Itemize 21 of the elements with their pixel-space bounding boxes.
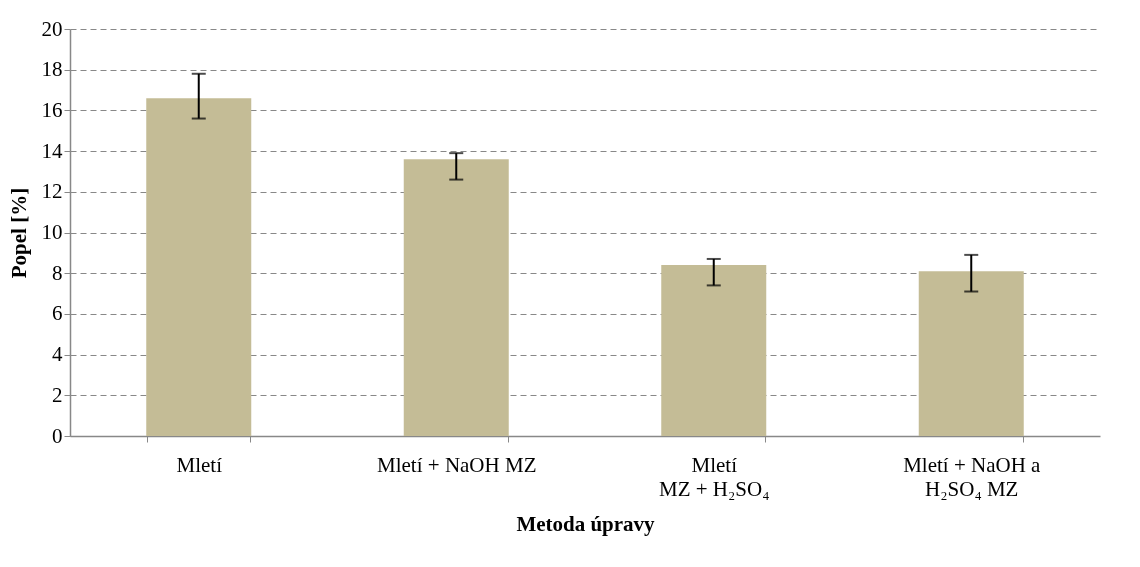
y-tick-label: 0 (52, 423, 63, 448)
y-tick-label: 4 (52, 342, 63, 367)
bar (146, 98, 252, 436)
x-tick-label: Mletí + NaOH a H₂SO₄ MZ (903, 452, 1042, 501)
x-axis-title: Metoda úpravy (516, 511, 656, 536)
y-tick-label: 14 (41, 138, 63, 163)
y-tick-label: 8 (52, 260, 63, 285)
y-tick-label: 6 (52, 301, 63, 326)
y-tick-label: 16 (41, 97, 63, 122)
bar (661, 265, 767, 436)
y-axis-title: Popel [%] (6, 187, 31, 279)
x-tick-label: Mletí + NaOH MZ (377, 452, 537, 477)
y-tick-label: 2 (52, 382, 63, 407)
y-tick-label: 12 (41, 179, 63, 204)
bar (403, 159, 509, 436)
x-tick-label: Mletí (176, 452, 223, 477)
bar (918, 271, 1024, 436)
x-tick-label: Mletí MZ + H₂SO₄ (659, 452, 770, 501)
y-tick-label: 10 (41, 220, 63, 244)
y-tick-label: 18 (41, 57, 63, 82)
y-tick-label: 20 (41, 16, 63, 41)
